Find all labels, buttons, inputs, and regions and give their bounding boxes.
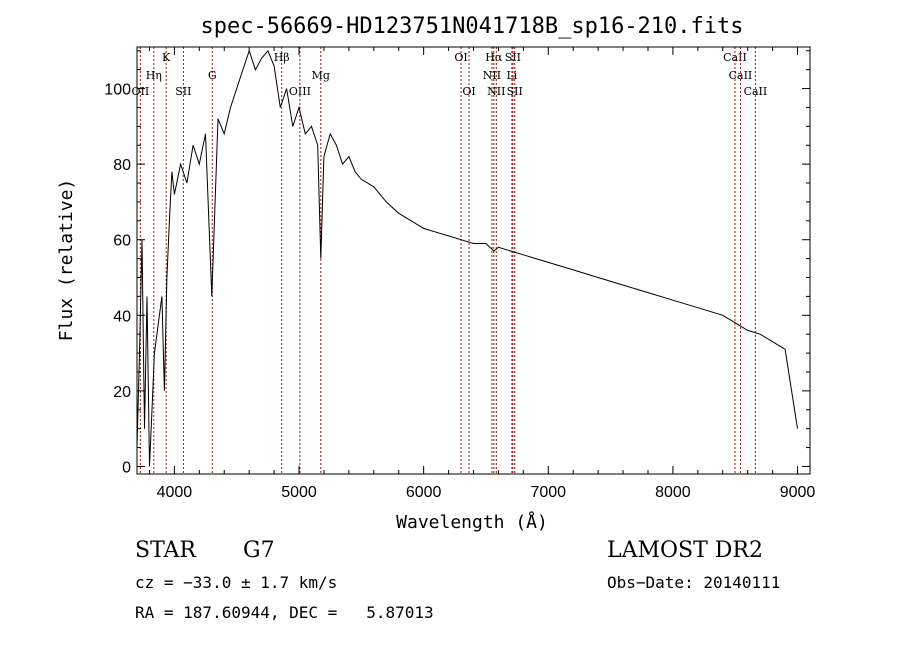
y-axis-label: Flux (relative) [56,179,77,342]
spectral-line-label: OIII [289,85,311,98]
spectral-line-label: NII [487,85,505,98]
spectral-line-label: SII [175,85,191,98]
emission-line-markers: HηOIIKSIIGHβOIIIMgOIOIHαNIINIISIILiSIICa… [132,47,768,474]
spectral-line-label: CaII [729,69,753,82]
spectral-line-label: OII [132,85,150,98]
spectral-line-label: Li [506,69,517,82]
x-tick-label: 9000 [780,484,816,501]
axis-ticks: 4000 5000 6000 7000 8000 9000 0 20 40 60 80 100 [104,47,815,501]
spectral-line-label: G [208,69,217,82]
radial-velocity: cz = −33.0 ± 1.7 km/s [135,573,338,592]
x-tick-label: 4000 [157,484,193,501]
survey-name: LAMOST DR2 [607,538,763,563]
y-tick-label: 40 [113,308,131,325]
spectral-line-label: CaII [723,51,747,64]
x-axis-label: Wavelength (Å) [396,511,548,533]
chart-title: spec-56669-HD123751N041718B_sp16-210.fit… [200,14,743,39]
x-tick-label: 6000 [406,484,442,501]
spectral-line-label: Hβ [274,51,290,64]
plot-frame [136,46,811,475]
spectral-line-label: SII [507,85,523,98]
sky-coordinates: RA = 187.60944, DEC = 5.87013 [135,603,434,622]
spectral-line-label: OI [454,51,467,64]
x-tick-label: 8000 [655,484,691,501]
observation-date: Obs−Date: 20140111 [607,573,781,592]
spectral-line-label: Mg [312,69,330,82]
y-tick-label: 100 [104,82,131,99]
spectrum-line [136,49,798,467]
spectral-line-label: NII [483,69,501,82]
spectral-line-label: SII [505,51,521,64]
spectral-line-label: Hη [146,69,162,82]
y-tick-label: 20 [113,384,131,401]
y-tick-label: 80 [113,157,131,174]
x-tick-label: 7000 [530,484,566,501]
spectral-line-label: OI [462,85,475,98]
spectral-line-label: K [162,51,171,64]
spectral-line-label: CaII [744,85,768,98]
object-class: STAR [135,538,196,563]
x-tick-label: 5000 [281,484,317,501]
spectral-line-label: Hα [485,51,503,64]
spectral-subclass: G7 [243,538,275,563]
y-tick-label: 60 [113,233,131,250]
y-tick-label: 0 [122,459,131,476]
